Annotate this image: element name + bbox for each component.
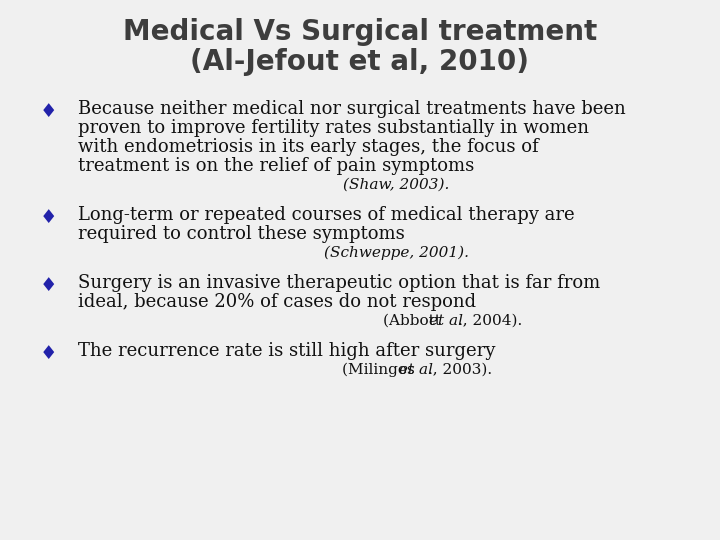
Text: (Shaw, 2003).: (Shaw, 2003). [343,178,449,192]
Text: proven to improve fertility rates substantially in women: proven to improve fertility rates substa… [78,119,589,137]
Text: et al: et al [399,363,433,377]
Text: ♦: ♦ [40,276,57,295]
Text: ♦: ♦ [40,102,57,121]
Text: ♦: ♦ [40,344,57,363]
Text: ., 2004).: ., 2004). [458,314,522,328]
Text: Long-term or repeated courses of medical therapy are: Long-term or repeated courses of medical… [78,206,575,224]
Text: required to control these symptoms: required to control these symptoms [78,225,405,243]
Text: (Schweppe, 2001).: (Schweppe, 2001). [323,246,469,260]
Text: treatment is on the relief of pain symptoms: treatment is on the relief of pain sympt… [78,157,474,175]
Text: The recurrence rate is still high after surgery: The recurrence rate is still high after … [78,342,495,360]
Text: ♦: ♦ [40,208,57,227]
Text: et al: et al [429,314,463,328]
Text: Medical Vs Surgical treatment: Medical Vs Surgical treatment [123,18,597,46]
Text: with endometriosis in its early stages, the focus of: with endometriosis in its early stages, … [78,138,539,156]
Text: Surgery is an invasive therapeutic option that is far from: Surgery is an invasive therapeutic optio… [78,274,600,292]
Text: (Al-Jefout et al, 2010): (Al-Jefout et al, 2010) [191,48,529,76]
Text: ., 2003).: ., 2003). [428,363,492,377]
Text: Because neither medical nor surgical treatments have been: Because neither medical nor surgical tre… [78,100,626,118]
Text: (Abbott: (Abbott [384,314,446,328]
Text: ideal, because 20% of cases do not respond: ideal, because 20% of cases do not respo… [78,293,476,311]
Text: (Milingos: (Milingos [342,363,419,377]
